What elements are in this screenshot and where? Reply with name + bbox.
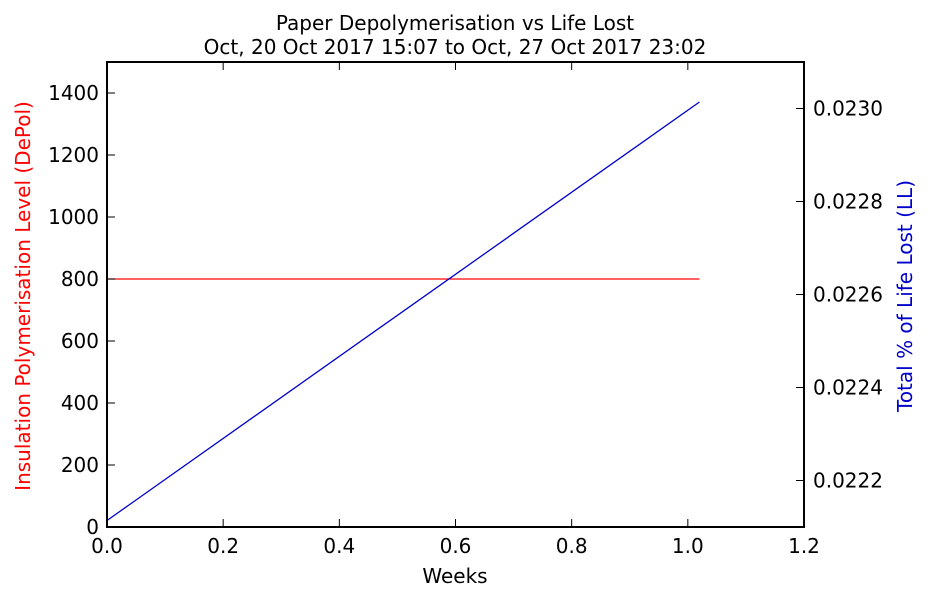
- x-tick-label: 1.2: [788, 534, 820, 558]
- y-left-tick-label: 0: [86, 515, 99, 539]
- series-line-life-lost: [106, 101, 700, 522]
- y-left-axis-label: Insulation Polymerisation Level (DePol): [11, 101, 35, 491]
- y-left-tick-label: 400: [61, 391, 99, 415]
- y-left-tick-label: 1400: [48, 81, 99, 105]
- x-tick-label: 0.4: [323, 534, 355, 558]
- y-right-tick-label: 0.0222: [813, 469, 883, 493]
- plot-lines: [106, 101, 700, 522]
- x-axis-ticks: 0.0 0.2 0.4 0.6 0.8 1.0 1.2: [91, 62, 820, 558]
- x-tick-label: 1.0: [672, 534, 704, 558]
- chart-title: Paper Depolymerisation vs Life Lost: [276, 11, 634, 35]
- y-left-tick-label: 600: [61, 329, 99, 353]
- y-left-tick-label: 800: [61, 267, 99, 291]
- x-tick-label: 0.0: [91, 534, 123, 558]
- x-tick-label: 0.8: [556, 534, 588, 558]
- y-left-tick-label: 1000: [48, 205, 99, 229]
- y-left-tick-label: 200: [61, 453, 99, 477]
- x-tick-label: 0.6: [440, 534, 472, 558]
- y-left-axis-ticks: 0 200 400 600 800 1000 1200 1400: [48, 81, 115, 539]
- y-right-tick-label: 0.0230: [813, 97, 883, 121]
- x-axis-label: Weeks: [422, 564, 487, 588]
- plot-frame: [106, 61, 805, 528]
- y-right-axis-label: Total % of Life Lost (LL): [893, 180, 917, 413]
- chart-subtitle: Oct, 20 Oct 2017 15:07 to Oct, 27 Oct 20…: [204, 35, 707, 59]
- y-right-tick-label: 0.0224: [813, 376, 883, 400]
- y-left-tick-label: 1200: [48, 143, 99, 167]
- x-tick-label: 0.2: [207, 534, 239, 558]
- y-right-tick-label: 0.0228: [813, 190, 883, 214]
- y-right-axis-ticks: 0.0222 0.0224 0.0226 0.0228 0.0230: [796, 97, 883, 493]
- y-right-tick-label: 0.0226: [813, 283, 883, 307]
